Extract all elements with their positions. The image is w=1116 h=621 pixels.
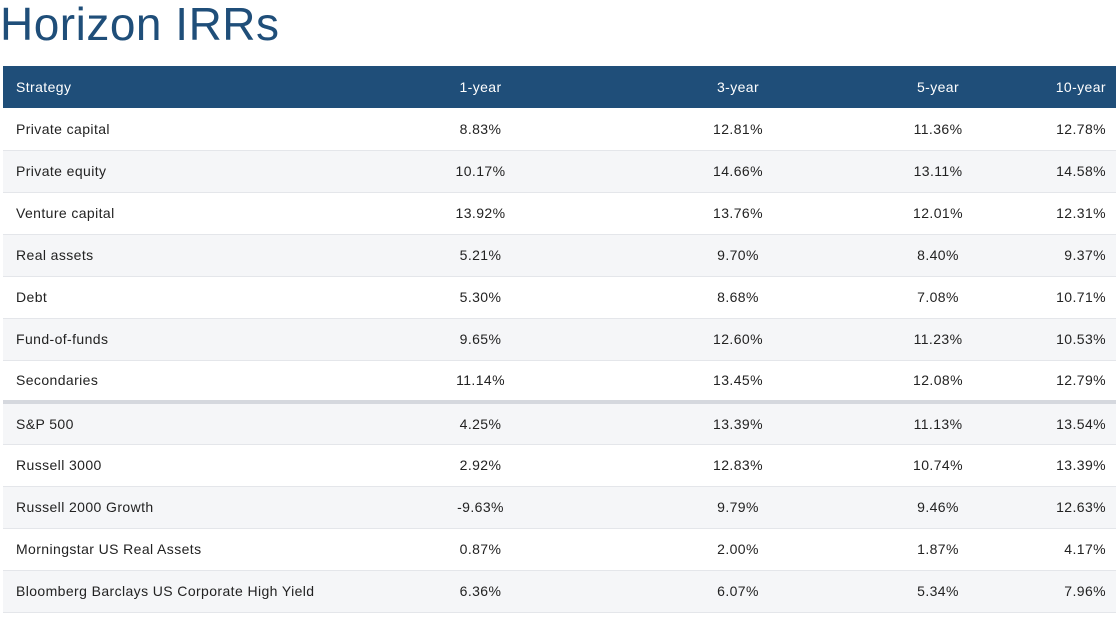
irr-1-year-cell: 0.87% xyxy=(323,528,638,571)
table-row: Private capital 8.83% 12.81% 11.36% 12.7… xyxy=(3,108,1116,151)
irr-10-year-cell: 12.31% xyxy=(1038,192,1116,235)
irr-1-year-cell: 5.30% xyxy=(323,276,638,319)
irr-5-year-cell: 9.46% xyxy=(838,486,1038,529)
irr-10-year-cell: 9.37% xyxy=(1038,234,1116,277)
irr-3-year-cell: 14.66% xyxy=(638,150,838,193)
strategy-cell: Secondaries xyxy=(3,360,323,403)
irr-3-year-cell: 9.70% xyxy=(638,234,838,277)
table-row: Private equity 10.17% 14.66% 13.11% 14.5… xyxy=(3,150,1116,193)
table-row: Debt 5.30% 8.68% 7.08% 10.71% xyxy=(3,276,1116,319)
irr-5-year-cell: 11.36% xyxy=(838,108,1038,151)
irr-10-year-cell: 12.78% xyxy=(1038,108,1116,151)
irr-3-year-cell: 13.45% xyxy=(638,360,838,403)
irr-10-year-cell: 12.79% xyxy=(1038,360,1116,403)
table-row: Russell 3000 2.92% 12.83% 10.74% 13.39% xyxy=(3,444,1116,487)
irr-10-year-cell: 10.71% xyxy=(1038,276,1116,319)
irr-10-year-cell: 10.53% xyxy=(1038,318,1116,361)
irr-5-year-cell: 1.87% xyxy=(838,528,1038,571)
column-header-5-year: 5-year xyxy=(916,79,960,95)
strategy-cell: Fund-of-funds xyxy=(3,318,323,361)
irr-5-year-cell: 12.08% xyxy=(838,360,1038,403)
irr-5-year-cell: 8.40% xyxy=(838,234,1038,277)
irr-3-year-cell: 13.76% xyxy=(638,192,838,235)
irr-3-year-cell: 6.07% xyxy=(638,570,838,613)
irr-1-year-cell: 9.65% xyxy=(323,318,638,361)
page-title: Horizon IRRs xyxy=(0,0,280,50)
irr-3-year-cell: 12.81% xyxy=(638,108,838,151)
table-row: Russell 2000 Growth -9.63% 9.79% 9.46% 1… xyxy=(3,486,1116,529)
irr-table: Strategy 1-year 3-year 5-year 10-year Pr… xyxy=(3,66,1116,613)
irr-3-year-cell: 12.83% xyxy=(638,444,838,487)
irr-3-year-cell: 9.79% xyxy=(638,486,838,529)
irr-1-year-cell: 5.21% xyxy=(323,234,638,277)
irr-5-year-cell: 5.34% xyxy=(838,570,1038,613)
strategy-cell: Morningstar US Real Assets xyxy=(3,528,323,571)
irr-10-year-cell: 12.63% xyxy=(1038,486,1116,529)
irr-3-year-cell: 12.60% xyxy=(638,318,838,361)
strategy-cell: Russell 2000 Growth xyxy=(3,486,323,529)
table-row: Real assets 5.21% 9.70% 8.40% 9.37% xyxy=(3,234,1116,277)
irr-1-year-cell: 2.92% xyxy=(323,444,638,487)
table-row: Bloomberg Barclays US Corporate High Yie… xyxy=(3,570,1116,613)
table-header: Strategy 1-year 3-year 5-year 10-year xyxy=(3,66,1116,108)
irr-10-year-cell: 7.96% xyxy=(1038,570,1116,613)
irr-1-year-cell: 8.83% xyxy=(323,108,638,151)
irr-1-year-cell: 4.25% xyxy=(323,400,638,445)
column-header-strategy: Strategy xyxy=(16,79,72,95)
column-header-3-year: 3-year xyxy=(716,79,760,95)
irr-1-year-cell: 6.36% xyxy=(323,570,638,613)
table-body: Private capital 8.83% 12.81% 11.36% 12.7… xyxy=(3,108,1116,613)
irr-10-year-cell: 13.39% xyxy=(1038,444,1116,487)
irr-5-year-cell: 11.23% xyxy=(838,318,1038,361)
strategy-cell: Real assets xyxy=(3,234,323,277)
irr-1-year-cell: 11.14% xyxy=(323,360,638,403)
table-row: Fund-of-funds 9.65% 12.60% 11.23% 10.53% xyxy=(3,318,1116,361)
strategy-cell: Debt xyxy=(3,276,323,319)
irr-5-year-cell: 7.08% xyxy=(838,276,1038,319)
irr-10-year-cell: 13.54% xyxy=(1038,400,1116,445)
irr-3-year-cell: 8.68% xyxy=(638,276,838,319)
irr-5-year-cell: 11.13% xyxy=(838,400,1038,445)
irr-3-year-cell: 2.00% xyxy=(638,528,838,571)
strategy-cell: Bloomberg Barclays US Corporate High Yie… xyxy=(3,570,323,613)
table-row: S&P 500 4.25% 13.39% 11.13% 13.54% xyxy=(3,400,1116,445)
irr-1-year-cell: 13.92% xyxy=(323,192,638,235)
table-row: Venture capital 13.92% 13.76% 12.01% 12.… xyxy=(3,192,1116,235)
irr-1-year-cell: -9.63% xyxy=(323,486,638,529)
strategy-cell: Private equity xyxy=(3,150,323,193)
irr-5-year-cell: 13.11% xyxy=(838,150,1038,193)
strategy-cell: Venture capital xyxy=(3,192,323,235)
irr-5-year-cell: 12.01% xyxy=(838,192,1038,235)
irr-10-year-cell: 4.17% xyxy=(1038,528,1116,571)
strategy-cell: S&P 500 xyxy=(3,400,323,445)
header-row: Strategy 1-year 3-year 5-year 10-year xyxy=(3,66,1116,108)
table-row: Morningstar US Real Assets 0.87% 2.00% 1… xyxy=(3,528,1116,571)
irr-1-year-cell: 10.17% xyxy=(323,150,638,193)
irr-3-year-cell: 13.39% xyxy=(638,400,838,445)
strategy-cell: Russell 3000 xyxy=(3,444,323,487)
table-row: Secondaries 11.14% 13.45% 12.08% 12.79% xyxy=(3,360,1116,403)
column-header-1-year: 1-year xyxy=(459,79,502,95)
column-header-10-year: 10-year xyxy=(1055,79,1106,95)
strategy-cell: Private capital xyxy=(3,108,323,151)
irr-5-year-cell: 10.74% xyxy=(838,444,1038,487)
irr-10-year-cell: 14.58% xyxy=(1038,150,1116,193)
